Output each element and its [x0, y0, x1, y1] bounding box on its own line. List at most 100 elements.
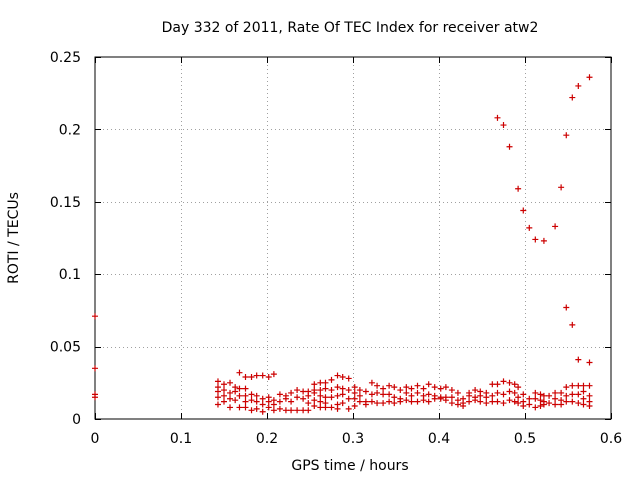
data-point [420, 385, 427, 392]
data-point [552, 395, 559, 402]
data-point [334, 384, 341, 391]
data-point [380, 400, 387, 407]
data-point [214, 401, 221, 408]
y-tick-label: 0.2 [59, 122, 81, 138]
data-point [391, 394, 398, 401]
data-point [92, 394, 98, 401]
data-point [511, 398, 518, 405]
data-point [356, 392, 363, 399]
data-point [288, 389, 295, 396]
data-point [221, 387, 227, 394]
data-point [259, 401, 266, 408]
data-point [242, 392, 249, 399]
data-point [317, 404, 324, 411]
data-point [515, 384, 522, 391]
y-tick-label: 0.1 [59, 267, 81, 283]
data-point [540, 392, 547, 399]
data-point [442, 384, 449, 391]
data-point [311, 402, 318, 409]
data-point [248, 374, 255, 381]
data-point [520, 207, 527, 214]
data-point [351, 395, 358, 402]
data-point [520, 402, 527, 409]
data-point [403, 397, 410, 404]
data-point [563, 304, 570, 311]
data-point [282, 407, 289, 414]
data-point [380, 391, 387, 398]
data-point [586, 359, 593, 366]
x-tick-label: 0.5 [514, 431, 536, 447]
data-point [425, 391, 432, 398]
data-point [282, 395, 289, 402]
data-point [339, 400, 346, 407]
data-point [328, 404, 335, 411]
data-point [294, 387, 301, 394]
data-point [575, 356, 582, 363]
data-point [328, 394, 335, 401]
data-points [92, 74, 593, 415]
x-tick-label: 0.2 [256, 431, 278, 447]
data-point [214, 388, 221, 395]
x-tick-label: 0.6 [600, 431, 622, 447]
data-point [520, 391, 527, 398]
data-point [494, 398, 501, 405]
data-point [334, 392, 341, 399]
axis-ticks: 0 0.1 0.2 0.3 0.4 0.5 0.6 0 0.05 0.1 0.15 0.2 0.25 [50, 50, 622, 447]
data-point [494, 389, 501, 396]
data-point [236, 385, 243, 392]
data-point [506, 397, 513, 404]
data-point [236, 369, 243, 376]
data-point [288, 407, 295, 414]
data-point [563, 392, 570, 399]
data-point [506, 143, 513, 150]
data-point [414, 398, 421, 405]
data-point [483, 400, 490, 407]
data-point [265, 404, 272, 411]
y-tick-label: 0.05 [50, 340, 81, 356]
data-point [317, 398, 324, 405]
data-point [526, 224, 533, 231]
data-point [322, 379, 329, 386]
data-point [270, 401, 277, 408]
data-point [345, 375, 352, 382]
data-point [448, 387, 455, 394]
data-point [494, 114, 501, 121]
x-tick-label: 0 [91, 431, 100, 447]
data-point [311, 381, 318, 388]
data-point [477, 398, 484, 405]
data-point [265, 398, 272, 405]
data-point [221, 381, 227, 388]
data-point [575, 391, 582, 398]
data-point [386, 391, 393, 398]
grid-lines [95, 57, 611, 419]
y-tick-label: 0.25 [50, 50, 81, 66]
data-point [351, 402, 358, 409]
data-point [92, 365, 98, 372]
data-point [526, 395, 533, 402]
data-point [558, 401, 565, 408]
data-point [546, 400, 553, 407]
data-point [242, 398, 249, 405]
data-point [558, 389, 565, 396]
data-point [288, 398, 295, 405]
data-point [317, 379, 324, 386]
chart-title: Day 332 of 2011, Rate Of TEC Index for r… [162, 20, 539, 36]
data-point [460, 402, 467, 409]
data-point [294, 394, 301, 401]
data-point [334, 372, 341, 379]
data-point [537, 391, 544, 398]
data-point [448, 400, 455, 407]
data-point [403, 384, 410, 391]
data-point [552, 389, 559, 396]
data-point [368, 379, 375, 386]
data-point [569, 321, 576, 328]
data-point [500, 378, 507, 385]
data-point [563, 384, 570, 391]
data-point [586, 382, 593, 389]
x-tick-label: 0.1 [170, 431, 192, 447]
data-point [253, 398, 260, 405]
data-point [322, 385, 329, 392]
data-point [214, 378, 221, 385]
data-point [334, 405, 341, 412]
